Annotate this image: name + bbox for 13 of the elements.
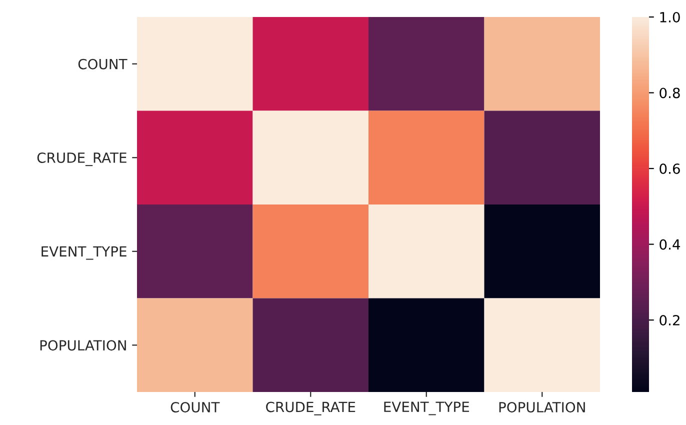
x-tick-label: CRUDE_RATE (266, 402, 356, 416)
color-bar-label: 0.6 (660, 163, 680, 174)
x-tick-label: EVENT_TYPE (384, 402, 469, 416)
y-tick-label: EVENT_TYPE (42, 246, 126, 260)
y-tick-label: CRUDE_RATE (37, 152, 126, 166)
x-tick-label: POPULATION (499, 402, 585, 412)
color-bar-label: 1.0 (660, 12, 680, 22)
color-bar-label: 0.2 (660, 315, 680, 326)
y-tick-label: POPULATION (40, 340, 126, 351)
color-bar-label: 0.8 (660, 88, 680, 98)
y-tick-label: COUNT (78, 58, 128, 70)
x-tick-label: COUNT (170, 402, 220, 412)
color-bar-label: 0.4 (660, 239, 680, 250)
